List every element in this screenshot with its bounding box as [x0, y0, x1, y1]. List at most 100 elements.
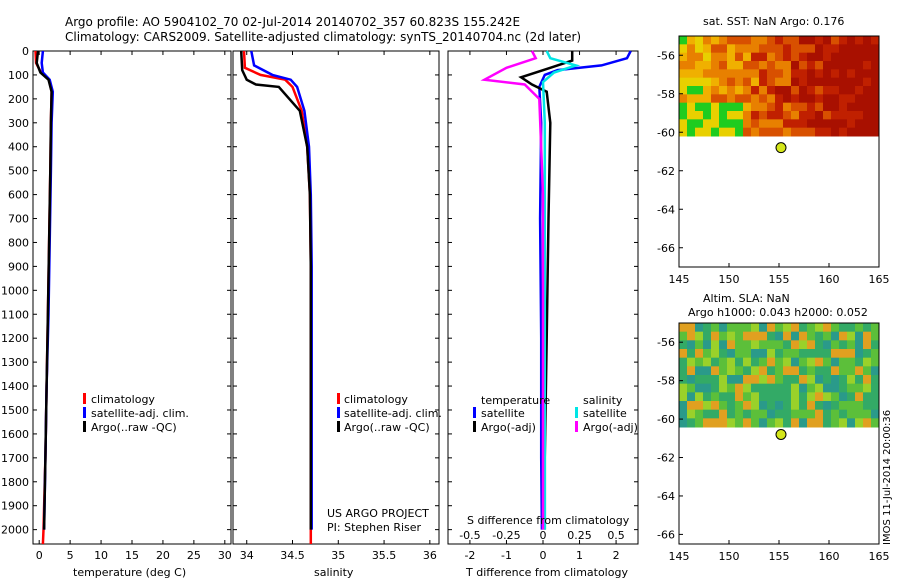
map-cell: [823, 418, 832, 428]
map-cell: [831, 375, 840, 385]
map-cell: [831, 401, 840, 411]
map-cell: [759, 52, 768, 62]
map-cell: [679, 94, 688, 104]
map-cell: [727, 127, 736, 137]
map-cell: [807, 418, 816, 428]
map-cell: [791, 331, 800, 341]
map-cell: [863, 323, 872, 333]
map-cell: [807, 69, 816, 79]
map-cell: [823, 44, 832, 54]
map-cell: [871, 375, 880, 385]
map-cell: [679, 375, 688, 385]
map-cell: [759, 94, 768, 104]
map-cell: [695, 111, 704, 120]
map-cell: [679, 44, 688, 54]
map-cell: [855, 401, 864, 411]
map-cell: [703, 418, 712, 428]
map-cell: [783, 86, 792, 95]
lon-tick-label: 155: [769, 550, 790, 563]
map-cell: [847, 418, 856, 428]
map-cell: [687, 119, 696, 129]
map-cell: [847, 77, 856, 87]
map-cell: [679, 331, 688, 341]
map-cell: [855, 409, 864, 419]
map-cell: [783, 52, 792, 62]
map-cell: [719, 86, 728, 95]
lat-tick-label: -58: [657, 88, 675, 101]
map-cell: [727, 52, 736, 62]
map-cell: [775, 349, 784, 359]
map-cell: [775, 94, 784, 104]
map-cell: [735, 111, 744, 120]
map-cell: [847, 357, 856, 367]
map-cell: [751, 418, 760, 428]
map-cell: [703, 331, 712, 341]
map-cell: [727, 77, 736, 87]
map-cell: [759, 331, 768, 341]
map-cell: [815, 127, 824, 137]
map-cell: [855, 61, 864, 70]
map-cell: [831, 94, 840, 104]
lon-tick-label: 150: [719, 273, 740, 286]
map-cell: [815, 86, 824, 95]
map-cell: [759, 36, 768, 45]
map-cell: [831, 119, 840, 129]
lon-tick-label: 150: [719, 550, 740, 563]
map-cell: [871, 383, 880, 393]
legend-label-argo: Argo(..raw -QC): [91, 421, 177, 434]
map-cell: [791, 61, 800, 70]
map-cell: [759, 418, 768, 428]
s-tick-label: 0.5: [607, 529, 625, 542]
map-cell: [679, 77, 688, 87]
map-cell: [823, 52, 832, 62]
map-cell: [703, 61, 712, 70]
map-cell: [839, 366, 848, 376]
map-cell: [855, 86, 864, 95]
map-cell: [687, 375, 696, 385]
map-cell: [751, 44, 760, 54]
map-cell: [823, 366, 832, 376]
map-cell: [831, 357, 840, 367]
legend-swatch-s-argo: [575, 421, 578, 432]
map-cell: [799, 418, 808, 428]
map-cell: [831, 102, 840, 112]
map-cell: [703, 383, 712, 393]
map-cell: [863, 409, 872, 419]
map-cell: [815, 77, 824, 87]
map-cell: [791, 340, 800, 350]
map-cell: [743, 52, 752, 62]
map-cell: [735, 366, 744, 376]
map-cell: [855, 366, 864, 376]
map-cell: [791, 111, 800, 120]
legend-label-t-argo: Argo(-adj): [481, 421, 536, 434]
map-cell: [783, 409, 792, 419]
s-tick-label: -0.5: [459, 529, 480, 542]
map-cell: [823, 323, 832, 333]
map-cell: [679, 340, 688, 350]
legend-label-satellite: satellite-adj. clim.: [91, 407, 189, 420]
map-cell: [751, 77, 760, 87]
map-cell: [799, 331, 808, 341]
map-cell: [727, 36, 736, 45]
map-cell: [863, 77, 872, 87]
map-cell: [679, 357, 688, 367]
map-cell: [871, 323, 880, 333]
map-cell: [719, 383, 728, 393]
map-cell: [719, 127, 728, 137]
map-cell: [751, 349, 760, 359]
map-cell: [743, 111, 752, 120]
s-tick-label: -0.25: [492, 529, 520, 542]
map-cell: [679, 36, 688, 45]
map-cell: [735, 401, 744, 411]
map-cell: [687, 111, 696, 120]
map-cell: [743, 349, 752, 359]
map-cell: [727, 401, 736, 411]
legend-label-satellite: satellite-adj. clim.: [344, 407, 442, 420]
series-line-satellite: [541, 50, 581, 530]
map-cell: [751, 366, 760, 376]
map-cell: [775, 331, 784, 341]
map-cell: [799, 323, 808, 333]
map-cell: [687, 349, 696, 359]
lon-tick-label: 165: [869, 273, 890, 286]
map-cell: [767, 127, 776, 137]
